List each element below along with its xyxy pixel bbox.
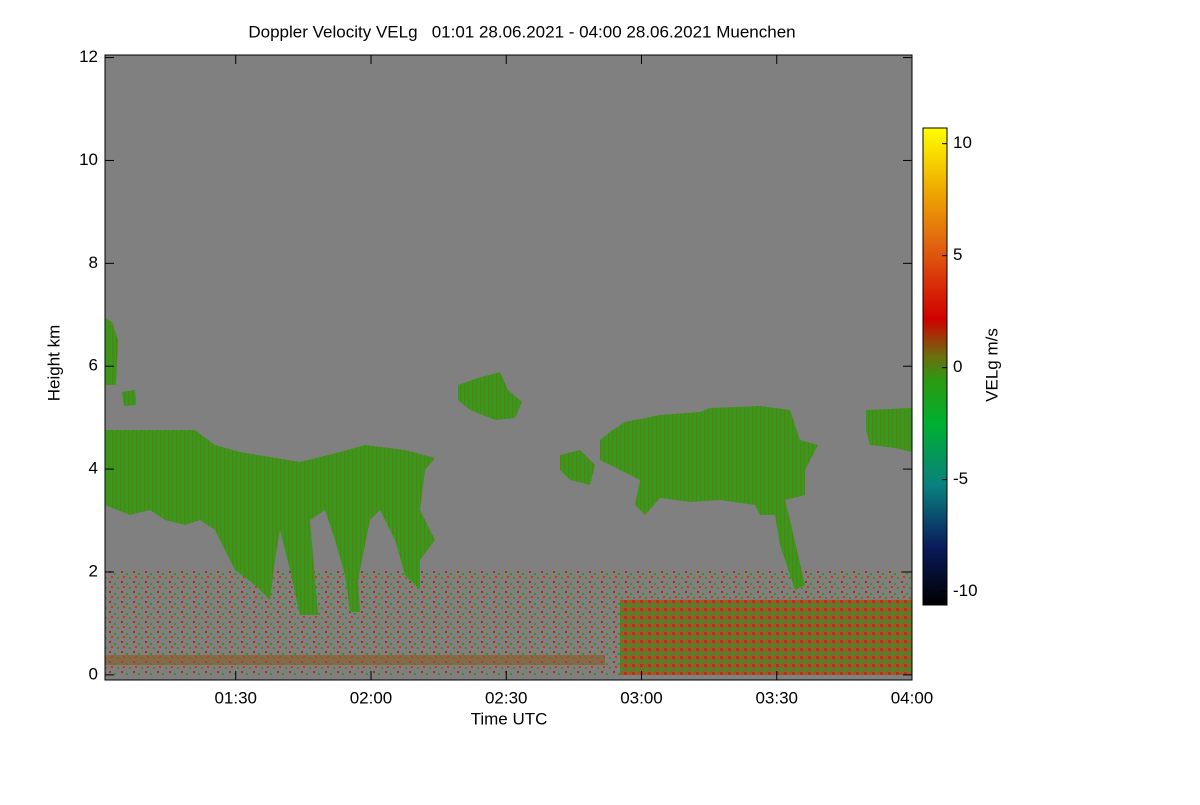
cloud <box>600 406 818 590</box>
colorbar-tick-label: -5 <box>953 469 968 488</box>
x-tick-label: 02:30 <box>485 688 528 707</box>
x-axis-label: Time UTC <box>471 709 548 728</box>
boundary-layer <box>620 600 912 675</box>
colorbar-tick-label: -10 <box>953 581 978 600</box>
cloud <box>105 318 118 385</box>
x-tick-label: 04:00 <box>891 688 934 707</box>
boundary-layer <box>105 655 605 665</box>
cloud <box>560 450 595 485</box>
y-tick-label: 8 <box>89 253 98 272</box>
x-tick-label: 03:00 <box>620 688 663 707</box>
chart-title: Doppler Velocity VELg 01:01 28.06.2021 -… <box>248 22 795 41</box>
y-tick-label: 2 <box>89 561 98 580</box>
colorbar-tick-label: 5 <box>953 245 962 264</box>
cloud <box>122 390 136 406</box>
colorbar-tick-label: 10 <box>953 133 972 152</box>
cloud <box>105 430 435 615</box>
colorbar-tick-label: 0 <box>953 357 962 376</box>
x-tick-label: 02:00 <box>350 688 393 707</box>
y-tick-label: 12 <box>79 47 98 66</box>
plot-area <box>104 54 913 681</box>
y-tick-label: 6 <box>89 356 98 375</box>
x-tick-label: 03:30 <box>755 688 798 707</box>
y-tick-label: 10 <box>79 150 98 169</box>
colorbar-label: VELg m/s <box>982 328 1001 402</box>
y-axis-label: Height km <box>44 325 63 402</box>
x-tick-label: 01:30 <box>214 688 257 707</box>
y-tick-label: 4 <box>89 459 98 478</box>
y-tick-label: 0 <box>89 664 98 683</box>
plot-frame <box>104 54 913 681</box>
colorbar <box>922 127 948 606</box>
cloud <box>458 372 522 420</box>
cloud <box>866 408 912 452</box>
